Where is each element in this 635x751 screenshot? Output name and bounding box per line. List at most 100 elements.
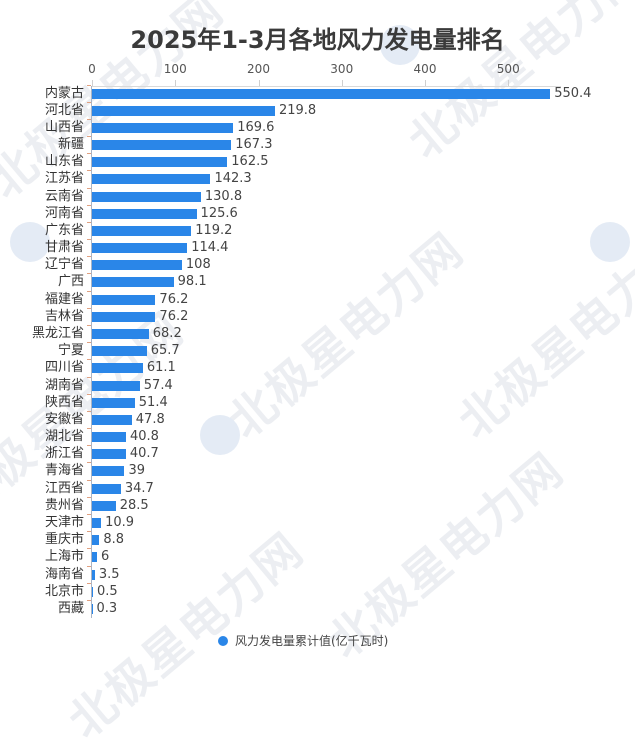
bar[interactable] [92,518,102,528]
bar-row: 湖南省 57.4 [0,376,635,394]
bar[interactable] [92,586,93,597]
bar[interactable] [92,105,275,116]
y-tick-mark [87,170,91,172]
bar[interactable] [92,294,156,305]
bar[interactable] [92,466,125,477]
bar[interactable] [92,363,143,374]
bar[interactable] [92,174,211,185]
bar[interactable] [92,346,147,357]
category-label: 上海市 [44,549,84,565]
y-tick-mark [87,376,91,378]
bar[interactable] [92,208,197,219]
bar[interactable] [92,311,156,322]
bar-row: 甘肃省 114.4 [0,239,635,256]
bar-row: 西藏 0.3 [0,599,635,617]
bar[interactable] [92,535,100,546]
category-label: 贵州省 [44,497,84,513]
bar[interactable] [92,449,126,460]
bar-row: 山西省 169.6 [0,118,635,136]
category-label: 北京市 [44,583,84,599]
bar[interactable] [92,122,234,133]
bar-row: 吉林省 76.2 [0,307,635,325]
value-label: 10.9 [105,515,135,530]
value-label: 108 [185,257,211,273]
bar[interactable] [92,397,135,408]
legend[interactable]: 风力发电量累计值(亿千瓦时) [218,632,388,649]
y-tick-mark [87,118,91,120]
bar[interactable] [92,569,95,580]
y-tick-mark [87,325,91,327]
bar[interactable] [92,414,132,425]
bar[interactable] [92,260,182,271]
y-tick-mark [87,428,91,430]
category-label: 山西省 [44,119,84,135]
legend-marker-icon [218,635,228,646]
category-label: 云南省 [44,188,84,204]
value-label: 130.8 [204,188,243,204]
bar-row: 安徽省 47.8 [0,410,635,428]
x-tick-mark [341,80,343,86]
bar[interactable] [92,432,126,443]
category-label: 河北省 [44,102,84,118]
value-label: 167.3 [235,137,273,153]
value-label: 51.4 [138,394,168,410]
value-label: 119.2 [195,222,233,238]
value-label: 57.4 [143,377,173,393]
x-axis-line [91,86,561,87]
value-label: 68.2 [152,326,182,342]
y-tick-mark [87,359,91,361]
bar[interactable] [92,380,140,391]
category-label: 江苏省 [44,171,84,187]
value-label: 34.7 [124,480,154,496]
category-label: 江西省 [44,480,84,496]
category-label: 甘肃省 [44,240,84,256]
x-tick-label: 300 [330,62,354,76]
category-label: 宁夏 [57,343,84,359]
bar[interactable] [92,277,174,288]
y-tick-mark [87,221,91,223]
bar[interactable] [92,88,551,99]
value-label: 219.8 [278,102,317,118]
bar-row: 江苏省 142.3 [0,170,635,187]
value-label: 61.1 [146,360,176,376]
bar-row: 河北省 219.8 [0,101,635,119]
bar[interactable] [92,157,228,168]
bar[interactable] [92,243,188,254]
category-label: 青海省 [44,463,84,479]
bar[interactable] [92,500,116,511]
y-tick-mark [87,462,91,464]
category-label: 福建省 [44,291,84,307]
bar-row: 福建省 76.2 [0,290,635,308]
bar[interactable] [92,483,121,494]
y-axis-line [91,86,92,618]
value-label: 47.8 [135,411,165,427]
y-tick-mark [87,187,91,189]
y-tick-mark [87,531,91,533]
category-label: 广东省 [44,222,84,238]
value-label: 0.3 [96,600,118,616]
value-label: 142.3 [214,171,252,187]
bar[interactable] [92,191,201,202]
x-tick-mark [258,80,260,86]
category-label: 浙江省 [44,446,84,462]
bar[interactable] [92,329,149,340]
value-label: 114.4 [191,240,229,256]
y-tick-mark [87,548,91,550]
value-label: 28.5 [119,497,149,513]
category-label: 天津市 [44,515,84,530]
value-label: 550.4 [554,85,592,101]
bar[interactable] [92,225,192,236]
category-label: 海南省 [44,566,84,582]
bar-row: 宁夏 65.7 [0,342,635,359]
value-label: 65.7 [150,343,180,359]
bar[interactable] [92,603,93,614]
chart-title: 2025年1-3月各地风力发电量排名 [130,26,505,54]
bar-row: 上海市 6 [0,548,635,565]
bar[interactable] [92,552,97,563]
bar-row: 山东省 162.5 [0,153,635,170]
y-tick-mark [87,342,91,344]
y-tick-mark [87,514,91,515]
category-label: 新疆 [57,137,84,153]
y-tick-mark [87,393,91,395]
bar[interactable] [92,140,232,151]
